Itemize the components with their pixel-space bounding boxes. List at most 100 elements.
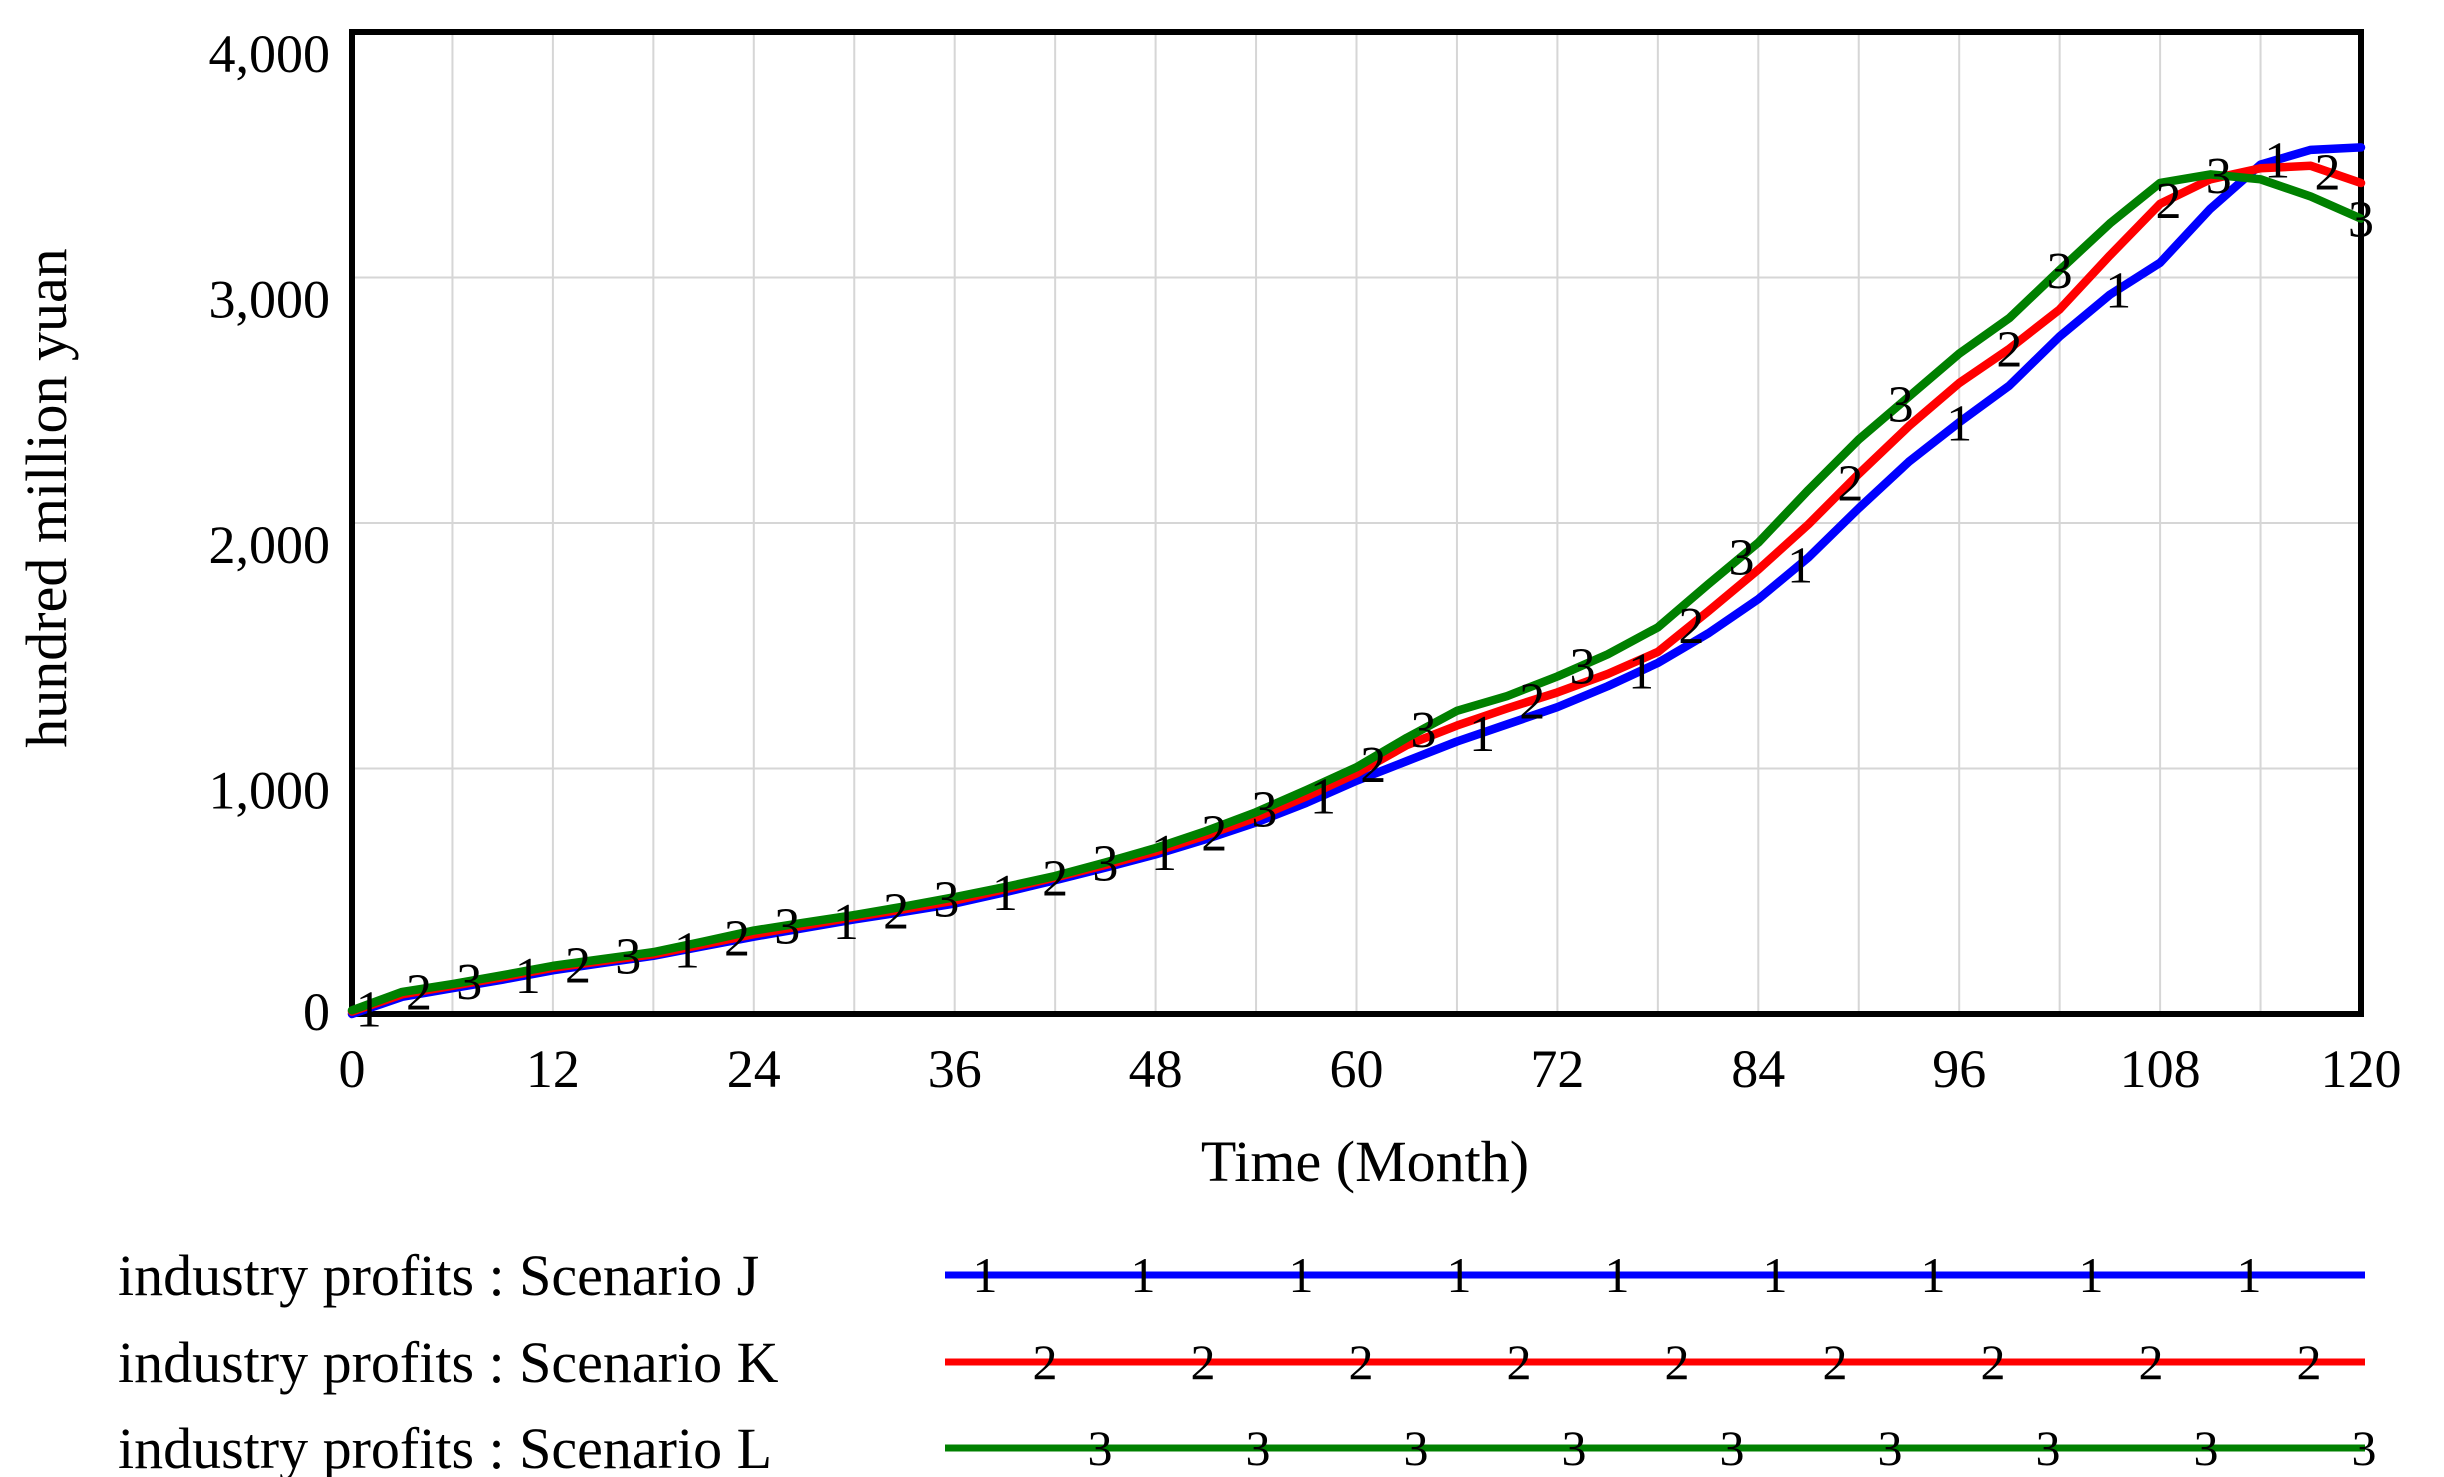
legend-marker-3: 3 (1720, 1420, 1745, 1476)
series-marker-3: 3 (1251, 782, 1277, 839)
x-tick-label: 72 (1530, 1039, 1584, 1099)
legend-marker-1: 1 (1289, 1247, 1314, 1303)
series-marker-3: 3 (1729, 530, 1755, 587)
y-tick-label: 1,000 (209, 761, 331, 821)
legend-marker-2: 2 (2139, 1334, 2164, 1390)
legend-marker-1: 1 (1605, 1247, 1630, 1303)
legend-row-scenario-k: industry profits : Scenario K (118, 1330, 2365, 1395)
series-marker-2: 2 (883, 883, 909, 940)
series-marker-3: 3 (1888, 377, 1914, 434)
series-marker-3: 3 (2348, 192, 2374, 249)
legend-marker-2: 2 (1823, 1334, 1848, 1390)
legend-marker-2: 2 (1191, 1334, 1216, 1390)
series-marker-2: 2 (1042, 851, 1068, 908)
series-marker-3: 3 (2047, 243, 2073, 300)
y-tick-label: 0 (303, 982, 330, 1042)
legend-marker-1: 1 (1447, 1247, 1472, 1303)
legend-marker-2: 2 (1349, 1334, 1374, 1390)
series-marker-1: 1 (1469, 706, 1495, 763)
legend-marker-2: 2 (1665, 1334, 1690, 1390)
series-marker-1: 1 (1151, 825, 1177, 882)
series-marker-3: 3 (933, 872, 959, 929)
series-marker-2: 2 (1996, 322, 2022, 379)
x-tick-label: 24 (727, 1039, 781, 1099)
series-marker-1: 1 (1628, 644, 1654, 701)
legend-marker-1: 1 (1763, 1247, 1788, 1303)
x-tick-label: 96 (1932, 1039, 1986, 1099)
legend-marker-1: 1 (2237, 1247, 2262, 1303)
legend-marker-3: 3 (2036, 1420, 2061, 1476)
legend-marker-1: 1 (1131, 1247, 1156, 1303)
series-marker-2: 2 (2155, 173, 2181, 230)
series-marker-1: 1 (833, 894, 859, 951)
legend: industry profits : Scenario J industry p… (118, 1243, 2377, 1477)
legend-marker-3: 3 (2352, 1420, 2377, 1476)
series-marker-3: 3 (1092, 836, 1118, 893)
x-tick-label: 0 (339, 1039, 366, 1099)
series-marker-3: 3 (615, 929, 641, 986)
x-tick-label: 84 (1731, 1039, 1785, 1099)
series-marker-1: 1 (992, 865, 1018, 922)
legend-marker-1: 1 (2079, 1247, 2104, 1303)
series-marker-3: 3 (2206, 148, 2232, 205)
x-tick-label: 60 (1330, 1039, 1384, 1099)
series-lines (347, 143, 2366, 1019)
legend-marker-3: 3 (1562, 1420, 1587, 1476)
series-marker-1: 1 (1310, 769, 1336, 826)
series-marker-2: 2 (1201, 805, 1227, 862)
legend-markers: 1 1 1 1 1 1 1 1 12 2 2 2 2 2 2 2 23 3 3 3 3 3 3 3 3 (973, 1247, 2377, 1476)
legend-label-scenario-j: industry profits : Scenario J (118, 1243, 759, 1308)
series-marker-3: 3 (456, 954, 482, 1011)
series-marker-2: 2 (1519, 673, 1545, 730)
series-marker-1: 1 (1787, 537, 1813, 594)
series-marker-2: 2 (1360, 737, 1386, 794)
y-axis-title: hundred million yuan (14, 248, 79, 747)
legend-marker-2: 2 (2297, 1334, 2322, 1390)
series-marker-1: 1 (515, 948, 541, 1005)
x-tick-label: 108 (2120, 1039, 2201, 1099)
legend-marker-1: 1 (973, 1247, 998, 1303)
legend-marker-3: 3 (1404, 1420, 1429, 1476)
legend-marker-3: 3 (1246, 1420, 1271, 1476)
legend-label-scenario-l: industry profits : Scenario L (118, 1416, 772, 1477)
x-axis-tick-labels: 0 12 24 36 48 60 72 84 96 108 120 (339, 1039, 2402, 1099)
series-marker-1: 1 (2264, 133, 2290, 190)
x-tick-label: 36 (928, 1039, 982, 1099)
series-marker-2: 2 (2315, 145, 2341, 202)
series-marker-2: 2 (406, 964, 432, 1021)
series-marker-2: 2 (724, 911, 750, 968)
legend-marker-1: 1 (1921, 1247, 1946, 1303)
series-marker-2: 2 (1678, 598, 1704, 655)
legend-marker-2: 2 (1507, 1334, 1532, 1390)
series-line-3 (347, 170, 2366, 1015)
series-marker-1: 1 (356, 981, 382, 1038)
legend-marker-3: 3 (1088, 1420, 1113, 1476)
series-marker-2: 2 (1837, 455, 1863, 512)
series-marker-2: 2 (565, 937, 591, 994)
legend-row-scenario-j: industry profits : Scenario J (118, 1243, 2365, 1308)
series-marker-1: 1 (1946, 395, 1972, 452)
x-tick-label: 48 (1129, 1039, 1183, 1099)
x-tick-label: 120 (2321, 1039, 2402, 1099)
series-marker-3: 3 (1410, 702, 1436, 759)
legend-marker-3: 3 (2194, 1420, 2219, 1476)
series-marker-1: 1 (2105, 262, 2131, 319)
y-axis-tick-labels: 4,000 3,000 2,000 1,000 0 (209, 24, 331, 1042)
plot-gridlines (352, 32, 2361, 1014)
series-marker-3: 3 (774, 898, 800, 955)
x-tick-label: 12 (526, 1039, 580, 1099)
series-marker-1: 1 (674, 922, 700, 979)
y-tick-label: 2,000 (209, 515, 331, 575)
legend-label-scenario-k: industry profits : Scenario K (118, 1330, 779, 1395)
y-tick-label: 4,000 (209, 24, 331, 84)
legend-marker-3: 3 (1878, 1420, 1903, 1476)
x-axis-title: Time (Month) (1201, 1129, 1529, 1194)
y-tick-label: 3,000 (209, 270, 331, 330)
legend-marker-2: 2 (1033, 1334, 1058, 1390)
legend-row-scenario-l: industry profits : Scenario L (118, 1416, 2365, 1477)
legend-marker-2: 2 (1981, 1334, 2006, 1390)
series-marker-3: 3 (1570, 638, 1596, 695)
